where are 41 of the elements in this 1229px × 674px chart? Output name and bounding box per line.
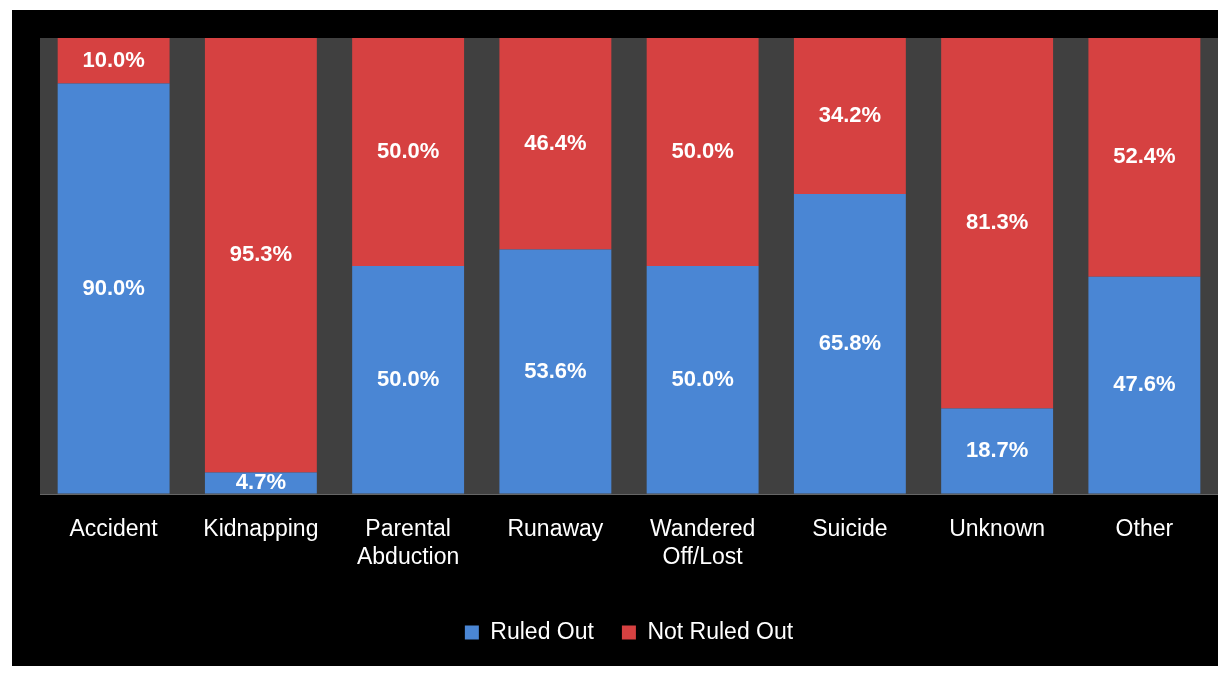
data-label: 52.4% (1113, 143, 1176, 169)
data-label: 50.0% (671, 138, 734, 164)
bar (941, 38, 1054, 409)
bar (941, 408, 1054, 494)
legend-label: Not Ruled Out (647, 617, 794, 644)
bar (352, 265, 465, 494)
bar (646, 38, 759, 266)
data-label: 65.8% (818, 329, 882, 355)
bar (793, 193, 906, 494)
data-label: 46.4% (524, 129, 587, 155)
x-tick-label: Runaway (507, 514, 604, 541)
bar (352, 38, 465, 266)
x-tick-label: Parental Abduction (356, 514, 460, 569)
bar (646, 265, 759, 494)
data-label: 95.3% (229, 241, 293, 267)
bar (204, 38, 317, 473)
bar (793, 38, 906, 194)
x-tick-label: Suicide (812, 514, 888, 541)
legend-label: Ruled Out (490, 617, 595, 644)
x-tick-label: Kidnapping (203, 514, 319, 541)
data-label: 53.6% (524, 357, 587, 383)
x-tick-label: Unknown (949, 514, 1046, 541)
bar (1088, 38, 1201, 277)
x-tick-label: Wandered Off/Lost (649, 514, 756, 569)
x-tick-label: Accident (69, 514, 159, 541)
data-label: 18.7% (965, 437, 1029, 463)
bar (1088, 276, 1201, 494)
bar (57, 83, 170, 494)
x-tick-label: Other (1115, 514, 1174, 541)
data-label: 50.0% (376, 138, 440, 164)
data-label: 81.3% (965, 209, 1029, 235)
data-label: 90.0% (82, 274, 145, 300)
data-label: 4.7% (235, 469, 286, 495)
data-label: 34.2% (818, 102, 882, 127)
data-label: 50.0% (671, 365, 734, 391)
bar (499, 38, 612, 250)
bar (499, 249, 612, 494)
bar (57, 38, 170, 84)
data-label: 47.6% (1113, 371, 1176, 397)
data-label: 10.0% (82, 46, 145, 72)
data-label: 50.0% (376, 365, 440, 391)
